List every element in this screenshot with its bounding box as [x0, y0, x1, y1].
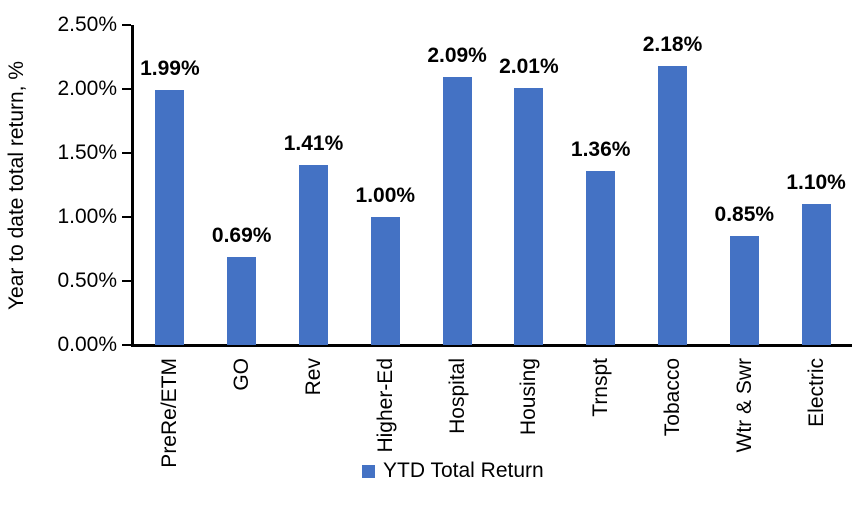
category-label: Tobacco: [661, 358, 684, 437]
y-tick-mark: [122, 24, 131, 26]
bar-value-label: 0.69%: [211, 223, 272, 247]
bar-value-label: 1.10%: [786, 171, 846, 195]
bar: [227, 256, 257, 345]
y-tick-label: 0.00%: [57, 333, 117, 356]
y-axis-title-wrap: Year to date total return, %: [0, 25, 37, 345]
y-tick-mark: [122, 152, 131, 154]
y-tick-label: 0.50%: [57, 269, 117, 292]
category-label: Wtr & Swr: [732, 358, 756, 453]
bar-value-label: 2.09%: [427, 44, 487, 68]
category-label: GO: [230, 358, 254, 391]
category-label: Rev: [302, 358, 325, 396]
category-label: PreRe/ETM: [158, 358, 182, 468]
y-tick-mark: [122, 344, 131, 346]
y-tick-label: 1.50%: [57, 141, 117, 164]
category-label: Higher-Ed: [373, 358, 397, 453]
category-label: Housing: [517, 358, 541, 436]
bar: [442, 77, 472, 345]
category-label: Electric: [804, 358, 828, 427]
bar: [514, 87, 544, 345]
bar-value-label: 1.00%: [355, 184, 416, 207]
bar-value-label: 2.18%: [642, 32, 703, 56]
legend-label: YTD Total Return: [383, 459, 544, 482]
category-label: Trnspt: [589, 358, 613, 417]
bar: [729, 236, 759, 345]
bar-value-label: 2.01%: [499, 54, 559, 78]
category-label: Hospital: [445, 358, 469, 434]
y-tick-label: 2.00%: [57, 77, 117, 100]
legend-swatch-icon: [362, 464, 375, 478]
bar-value-label: 1.41%: [283, 131, 344, 155]
bar: [155, 90, 185, 345]
bar-value-label: 0.85%: [714, 203, 775, 227]
y-axis-line: [131, 25, 134, 347]
bar: [658, 65, 687, 345]
bar: [370, 217, 400, 345]
bar: [586, 170, 616, 345]
y-tick-mark: [122, 88, 131, 90]
y-tick-mark: [122, 280, 131, 282]
y-tick-label: 2.50%: [57, 13, 117, 36]
x-axis-line: [131, 344, 852, 347]
bar: [801, 204, 831, 345]
y-tick-label: 1.00%: [57, 205, 117, 228]
bar-value-label: 1.36%: [570, 137, 631, 161]
bar-value-label: 1.99%: [140, 57, 200, 81]
bar: [299, 164, 328, 345]
legend: YTD Total Return: [362, 459, 544, 483]
y-tick-mark: [122, 216, 131, 218]
